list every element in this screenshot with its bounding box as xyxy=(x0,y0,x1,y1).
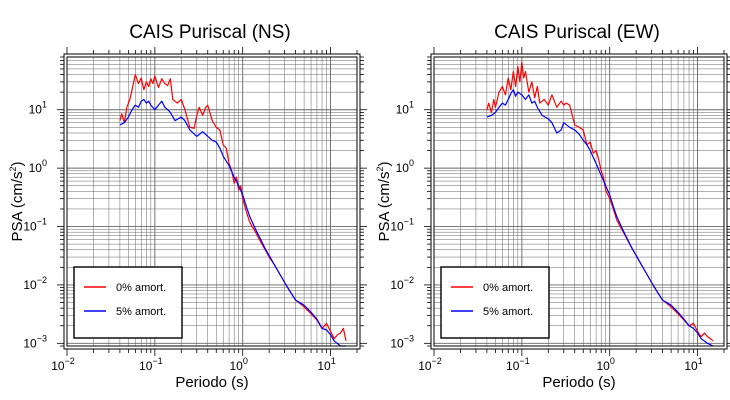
legend-box xyxy=(440,266,550,339)
series-line-red xyxy=(486,61,714,342)
y-tick-label: 101 xyxy=(29,100,47,117)
plot-frame-inner xyxy=(433,56,725,347)
y-tick-label: 10−2 xyxy=(390,275,414,292)
x-tick-label: 101 xyxy=(684,356,702,373)
legend-box xyxy=(73,266,183,339)
x-tick-label: 100 xyxy=(230,356,248,373)
series-line-blue xyxy=(119,98,347,347)
axis-ticks xyxy=(424,47,730,356)
x-tick-label: 10−1 xyxy=(506,356,530,373)
series-line-blue xyxy=(486,89,714,347)
legend: 0% amort. 5% amort. xyxy=(73,266,183,339)
y-tick-label: 10−1 xyxy=(390,217,414,234)
chart-title: CAIS Puriscal (EW) xyxy=(494,22,660,43)
legend-label: 5% amort. xyxy=(483,306,533,318)
plot-frame-outer xyxy=(63,53,361,350)
x-axis-label: Periodo (s) xyxy=(175,374,248,391)
y-axis-label: PSA (cm/s2) xyxy=(375,161,393,241)
y-tick-label: 10−3 xyxy=(390,333,414,350)
y-tick-label: 10−3 xyxy=(23,333,47,350)
y-tick-label: 10−2 xyxy=(23,275,47,292)
legend-label: 5% amort. xyxy=(116,306,166,318)
y-tick-label: 100 xyxy=(396,158,414,175)
axis-ticks xyxy=(57,47,367,356)
x-axis-label: Periodo (s) xyxy=(542,374,615,391)
plot-frame-outer xyxy=(430,53,728,350)
x-tick-label: 100 xyxy=(597,356,615,373)
legend-label: 0% amort. xyxy=(483,282,533,294)
x-tick-label: 10−1 xyxy=(139,356,163,373)
x-tick-label: 10−2 xyxy=(418,356,442,373)
y-tick-label: 100 xyxy=(29,158,47,175)
legend: 0% amort. 5% amort. xyxy=(440,266,550,339)
legend-label: 0% amort. xyxy=(116,282,166,294)
y-axis-label: PSA (cm/s2) xyxy=(8,161,26,241)
y-tick-label: 10−1 xyxy=(23,217,47,234)
chart-title: CAIS Puriscal (NS) xyxy=(129,22,291,43)
x-tick-label: 101 xyxy=(317,356,335,373)
y-tick-label: 101 xyxy=(396,100,414,117)
plot-frame-inner xyxy=(66,56,358,347)
x-tick-label: 10−2 xyxy=(51,356,75,373)
